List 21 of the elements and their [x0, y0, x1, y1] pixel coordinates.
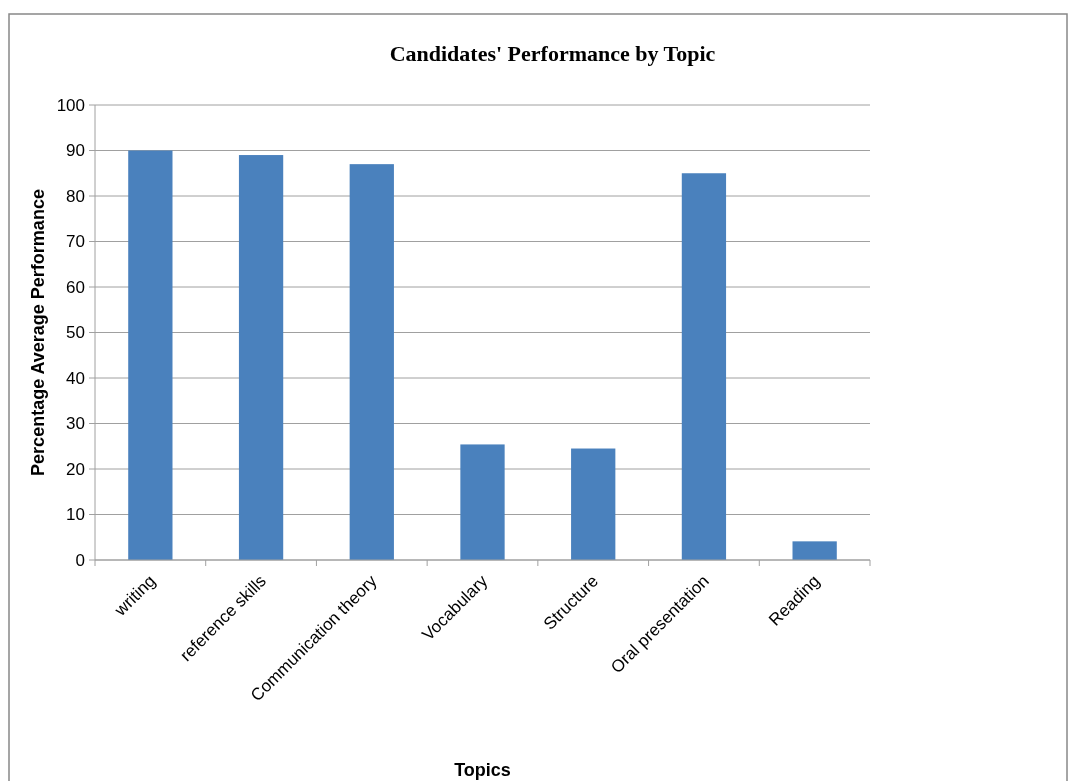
y-tick-label: 20 — [66, 459, 85, 479]
bar — [128, 150, 173, 560]
y-tick-label: 30 — [66, 414, 85, 434]
y-tick-label: 80 — [66, 186, 85, 206]
y-tick-label: 40 — [66, 368, 85, 388]
y-tick-label: 90 — [66, 141, 85, 161]
bar — [349, 164, 394, 560]
y-axis-title: Percentage Average Performance — [28, 189, 48, 476]
y-tick-label: 10 — [66, 505, 85, 525]
y-tick-label: 70 — [66, 232, 85, 252]
bar — [792, 541, 837, 560]
bar — [238, 155, 284, 560]
x-axis-title: Topics — [454, 760, 511, 780]
y-tick-label: 50 — [66, 323, 85, 343]
y-tick-label: 60 — [66, 277, 85, 297]
chart-title: Candidates' Performance by Topic — [389, 41, 716, 66]
bar — [681, 173, 727, 560]
bar — [460, 444, 505, 560]
y-tick-label: 100 — [56, 95, 85, 115]
bar — [571, 448, 616, 560]
y-tick-label: 0 — [75, 550, 85, 570]
